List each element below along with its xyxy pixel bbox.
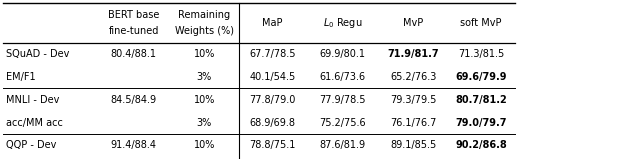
Text: 68.9/69.8: 68.9/69.8 [250,118,295,128]
Text: 75.2/75.6: 75.2/75.6 [319,118,366,128]
Text: 10%: 10% [193,140,215,150]
Text: acc/MM acc: acc/MM acc [6,118,63,128]
Text: 79.3/79.5: 79.3/79.5 [390,95,436,105]
Text: Weights (%): Weights (%) [175,26,234,36]
Text: 71.3/81.5: 71.3/81.5 [458,49,504,59]
Text: 87.6/81.9: 87.6/81.9 [319,140,366,150]
Text: 40.1/54.5: 40.1/54.5 [249,72,296,82]
Text: 89.1/85.5: 89.1/85.5 [390,140,436,150]
Text: 69.9/80.1: 69.9/80.1 [320,49,365,59]
Text: 77.8/79.0: 77.8/79.0 [249,95,296,105]
Text: BERT base: BERT base [108,10,159,20]
Text: 65.2/76.3: 65.2/76.3 [390,72,436,82]
Text: MvP: MvP [403,18,423,28]
Text: 76.1/76.7: 76.1/76.7 [390,118,436,128]
Text: soft MvP: soft MvP [460,18,502,28]
Text: 67.7/78.5: 67.7/78.5 [249,49,296,59]
Text: Remaining: Remaining [178,10,230,20]
Text: MNLI - Dev: MNLI - Dev [6,95,59,105]
Text: SQuAD - Dev: SQuAD - Dev [6,49,69,59]
Text: 90.2/86.8: 90.2/86.8 [455,140,507,150]
Text: $\mathit{L}_0$ Regu: $\mathit{L}_0$ Regu [323,16,362,30]
Text: fine-tuned: fine-tuned [109,26,159,36]
Text: 71.9/81.7: 71.9/81.7 [387,49,439,59]
Text: 80.7/81.2: 80.7/81.2 [455,95,507,105]
Text: 84.5/84.9: 84.5/84.9 [111,95,157,105]
Text: MaP: MaP [262,18,283,28]
Text: 3%: 3% [196,72,212,82]
Text: 3%: 3% [196,118,212,128]
Text: 79.0/79.7: 79.0/79.7 [455,118,507,128]
Text: 10%: 10% [193,49,215,59]
Text: 78.8/75.1: 78.8/75.1 [249,140,296,150]
Text: QQP - Dev: QQP - Dev [6,140,56,150]
Text: 77.9/78.5: 77.9/78.5 [319,95,366,105]
Text: 69.6/79.9: 69.6/79.9 [455,72,507,82]
Text: 61.6/73.6: 61.6/73.6 [319,72,366,82]
Text: 91.4/88.4: 91.4/88.4 [111,140,157,150]
Text: 10%: 10% [193,95,215,105]
Text: 80.4/88.1: 80.4/88.1 [111,49,157,59]
Text: EM/F1: EM/F1 [6,72,35,82]
